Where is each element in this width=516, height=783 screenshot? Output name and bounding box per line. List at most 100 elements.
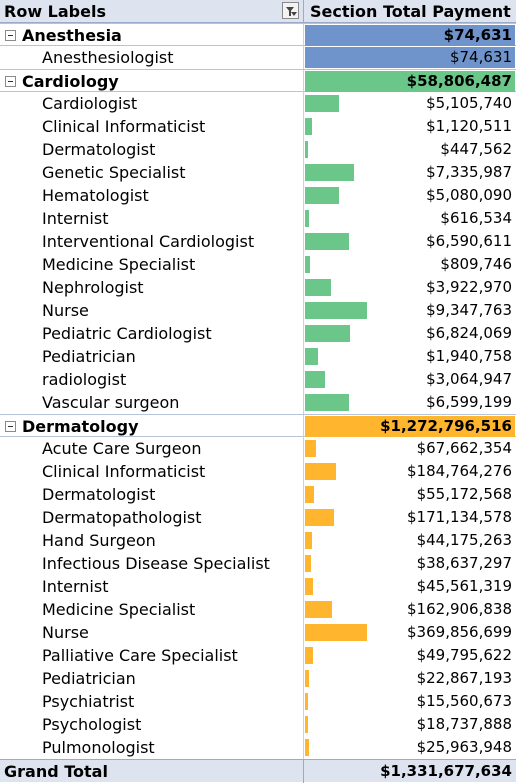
- item-label[interactable]: Internist: [42, 577, 109, 596]
- section-total-cell[interactable]: $74,631: [303, 24, 516, 47]
- item-value-cell[interactable]: $45,561,319: [303, 575, 516, 598]
- item-data-bar: [305, 118, 312, 135]
- item-data-bar: [305, 532, 312, 549]
- item-label[interactable]: Acute Care Surgeon: [42, 439, 202, 458]
- item-value-cell[interactable]: $184,764,276: [303, 460, 516, 483]
- item-label[interactable]: Medicine Specialist: [42, 600, 196, 619]
- item-value-cell[interactable]: $9,347,763: [303, 299, 516, 322]
- item-data-bar: [305, 348, 318, 365]
- collapse-toggle-icon[interactable]: [5, 76, 16, 87]
- section-label-cell[interactable]: Dermatology: [0, 415, 303, 438]
- item-label[interactable]: Internist: [42, 209, 109, 228]
- item-value: $6,590,611: [426, 232, 512, 250]
- item-label[interactable]: Genetic Specialist: [42, 163, 186, 182]
- value-header[interactable]: Section Total Payment: [303, 0, 516, 23]
- item-value: $1,940,758: [426, 347, 512, 365]
- item-value-cell[interactable]: $1,120,511: [303, 115, 516, 138]
- item-data-bar: [305, 624, 367, 641]
- item-value-cell[interactable]: $22,867,193: [303, 667, 516, 690]
- item-value-cell[interactable]: $6,599,199: [303, 391, 516, 414]
- section-total-bar: [305, 25, 515, 46]
- section-name: Anesthesia: [22, 26, 122, 45]
- item-label[interactable]: Cardiologist: [42, 94, 138, 113]
- item-value-cell[interactable]: $616,534: [303, 207, 516, 230]
- item-label[interactable]: Dermatopathologist: [42, 508, 202, 527]
- item-data-bar: [305, 647, 313, 664]
- item-label[interactable]: Clinical Informaticist: [42, 462, 206, 481]
- item-value-cell[interactable]: $5,105,740: [303, 92, 516, 115]
- item-row: Clinical Informaticist $1,120,511: [0, 115, 516, 138]
- item-row: Pulmonologist $25,963,948: [0, 736, 516, 759]
- item-label[interactable]: Pediatrician: [42, 669, 136, 688]
- item-row: radiologist $3,064,947: [0, 368, 516, 391]
- item-value-cell[interactable]: $6,590,611: [303, 230, 516, 253]
- item-row: Acute Care Surgeon $67,662,354: [0, 437, 516, 460]
- item-value: $49,795,622: [416, 646, 512, 664]
- row-labels-header[interactable]: Row Labels: [0, 0, 303, 23]
- section-total-cell[interactable]: $1,272,796,516: [303, 415, 516, 438]
- item-value-cell[interactable]: $55,172,568: [303, 483, 516, 506]
- item-label[interactable]: Palliative Care Specialist: [42, 646, 238, 665]
- item-value-cell[interactable]: $3,922,970: [303, 276, 516, 299]
- grand-total-cell[interactable]: $1,331,677,634: [303, 760, 516, 783]
- item-label[interactable]: Clinical Informaticist: [42, 117, 206, 136]
- item-value-cell[interactable]: $15,560,673: [303, 690, 516, 713]
- section-label-cell[interactable]: Cardiology: [0, 70, 303, 93]
- item-value-cell[interactable]: $67,662,354: [303, 437, 516, 460]
- collapse-toggle-icon[interactable]: [5, 30, 16, 41]
- item-label[interactable]: Psychologist: [42, 715, 142, 734]
- item-value-cell[interactable]: $3,064,947: [303, 368, 516, 391]
- item-label[interactable]: Medicine Specialist: [42, 255, 196, 274]
- item-label[interactable]: Nurse: [42, 301, 89, 320]
- item-value-cell[interactable]: $369,856,699: [303, 621, 516, 644]
- item-value-cell[interactable]: $6,824,069: [303, 322, 516, 345]
- item-value-cell[interactable]: $49,795,622: [303, 644, 516, 667]
- item-label[interactable]: Anesthesiologist: [42, 48, 174, 67]
- item-label[interactable]: Dermatologist: [42, 485, 156, 504]
- item-row: Medicine Specialist $809,746: [0, 253, 516, 276]
- item-label[interactable]: Nephrologist: [42, 278, 144, 297]
- item-label[interactable]: Dermatologist: [42, 140, 156, 159]
- item-label[interactable]: Pediatric Cardiologist: [42, 324, 212, 343]
- item-value-cell[interactable]: $18,737,888: [303, 713, 516, 736]
- collapse-toggle-icon[interactable]: [5, 421, 16, 432]
- item-row: Medicine Specialist $162,906,838: [0, 598, 516, 621]
- grand-total-label[interactable]: Grand Total: [4, 762, 108, 781]
- item-value-cell[interactable]: $809,746: [303, 253, 516, 276]
- filter-dropdown-button[interactable]: [282, 2, 299, 19]
- item-data-bar: [305, 578, 313, 595]
- item-data-bar: [305, 601, 332, 618]
- item-row: Palliative Care Specialist $49,795,622: [0, 644, 516, 667]
- item-row: Genetic Specialist $7,335,987: [0, 161, 516, 184]
- section-total-cell[interactable]: $58,806,487: [303, 70, 516, 93]
- item-row: Dermatopathologist $171,134,578: [0, 506, 516, 529]
- pivot-header-row: Row Labels Section Total Payment: [0, 0, 516, 23]
- item-value-cell[interactable]: $38,637,297: [303, 552, 516, 575]
- section-label-cell[interactable]: Anesthesia: [0, 24, 303, 47]
- item-label[interactable]: radiologist: [42, 370, 127, 389]
- item-value-cell[interactable]: $44,175,263: [303, 529, 516, 552]
- section-total-value: $58,806,487: [406, 72, 512, 90]
- item-value-cell[interactable]: $162,906,838: [303, 598, 516, 621]
- section-total-value: $1,272,796,516: [380, 417, 512, 435]
- item-label[interactable]: Nurse: [42, 623, 89, 642]
- item-value-cell[interactable]: $25,963,948: [303, 736, 516, 759]
- item-label[interactable]: Pediatrician: [42, 347, 136, 366]
- item-value-cell[interactable]: $7,335,987: [303, 161, 516, 184]
- item-data-bar: [305, 693, 308, 710]
- grand-total-value: $1,331,677,634: [380, 762, 512, 780]
- item-data-bar: [305, 210, 309, 227]
- item-label[interactable]: Vascular surgeon: [42, 393, 180, 412]
- item-value-cell[interactable]: $171,134,578: [303, 506, 516, 529]
- item-label[interactable]: Infectious Disease Specialist: [42, 554, 270, 573]
- item-label[interactable]: Hematologist: [42, 186, 149, 205]
- item-value-cell[interactable]: $5,080,090: [303, 184, 516, 207]
- item-label[interactable]: Hand Surgeon: [42, 531, 156, 550]
- item-value-cell[interactable]: $1,940,758: [303, 345, 516, 368]
- item-value-cell[interactable]: $447,562: [303, 138, 516, 161]
- item-value-cell[interactable]: $74,631: [303, 46, 516, 69]
- item-data-bar: [305, 440, 316, 457]
- item-label[interactable]: Psychiatrist: [42, 692, 135, 711]
- item-label[interactable]: Pulmonologist: [42, 738, 155, 757]
- item-label[interactable]: Interventional Cardiologist: [42, 232, 255, 251]
